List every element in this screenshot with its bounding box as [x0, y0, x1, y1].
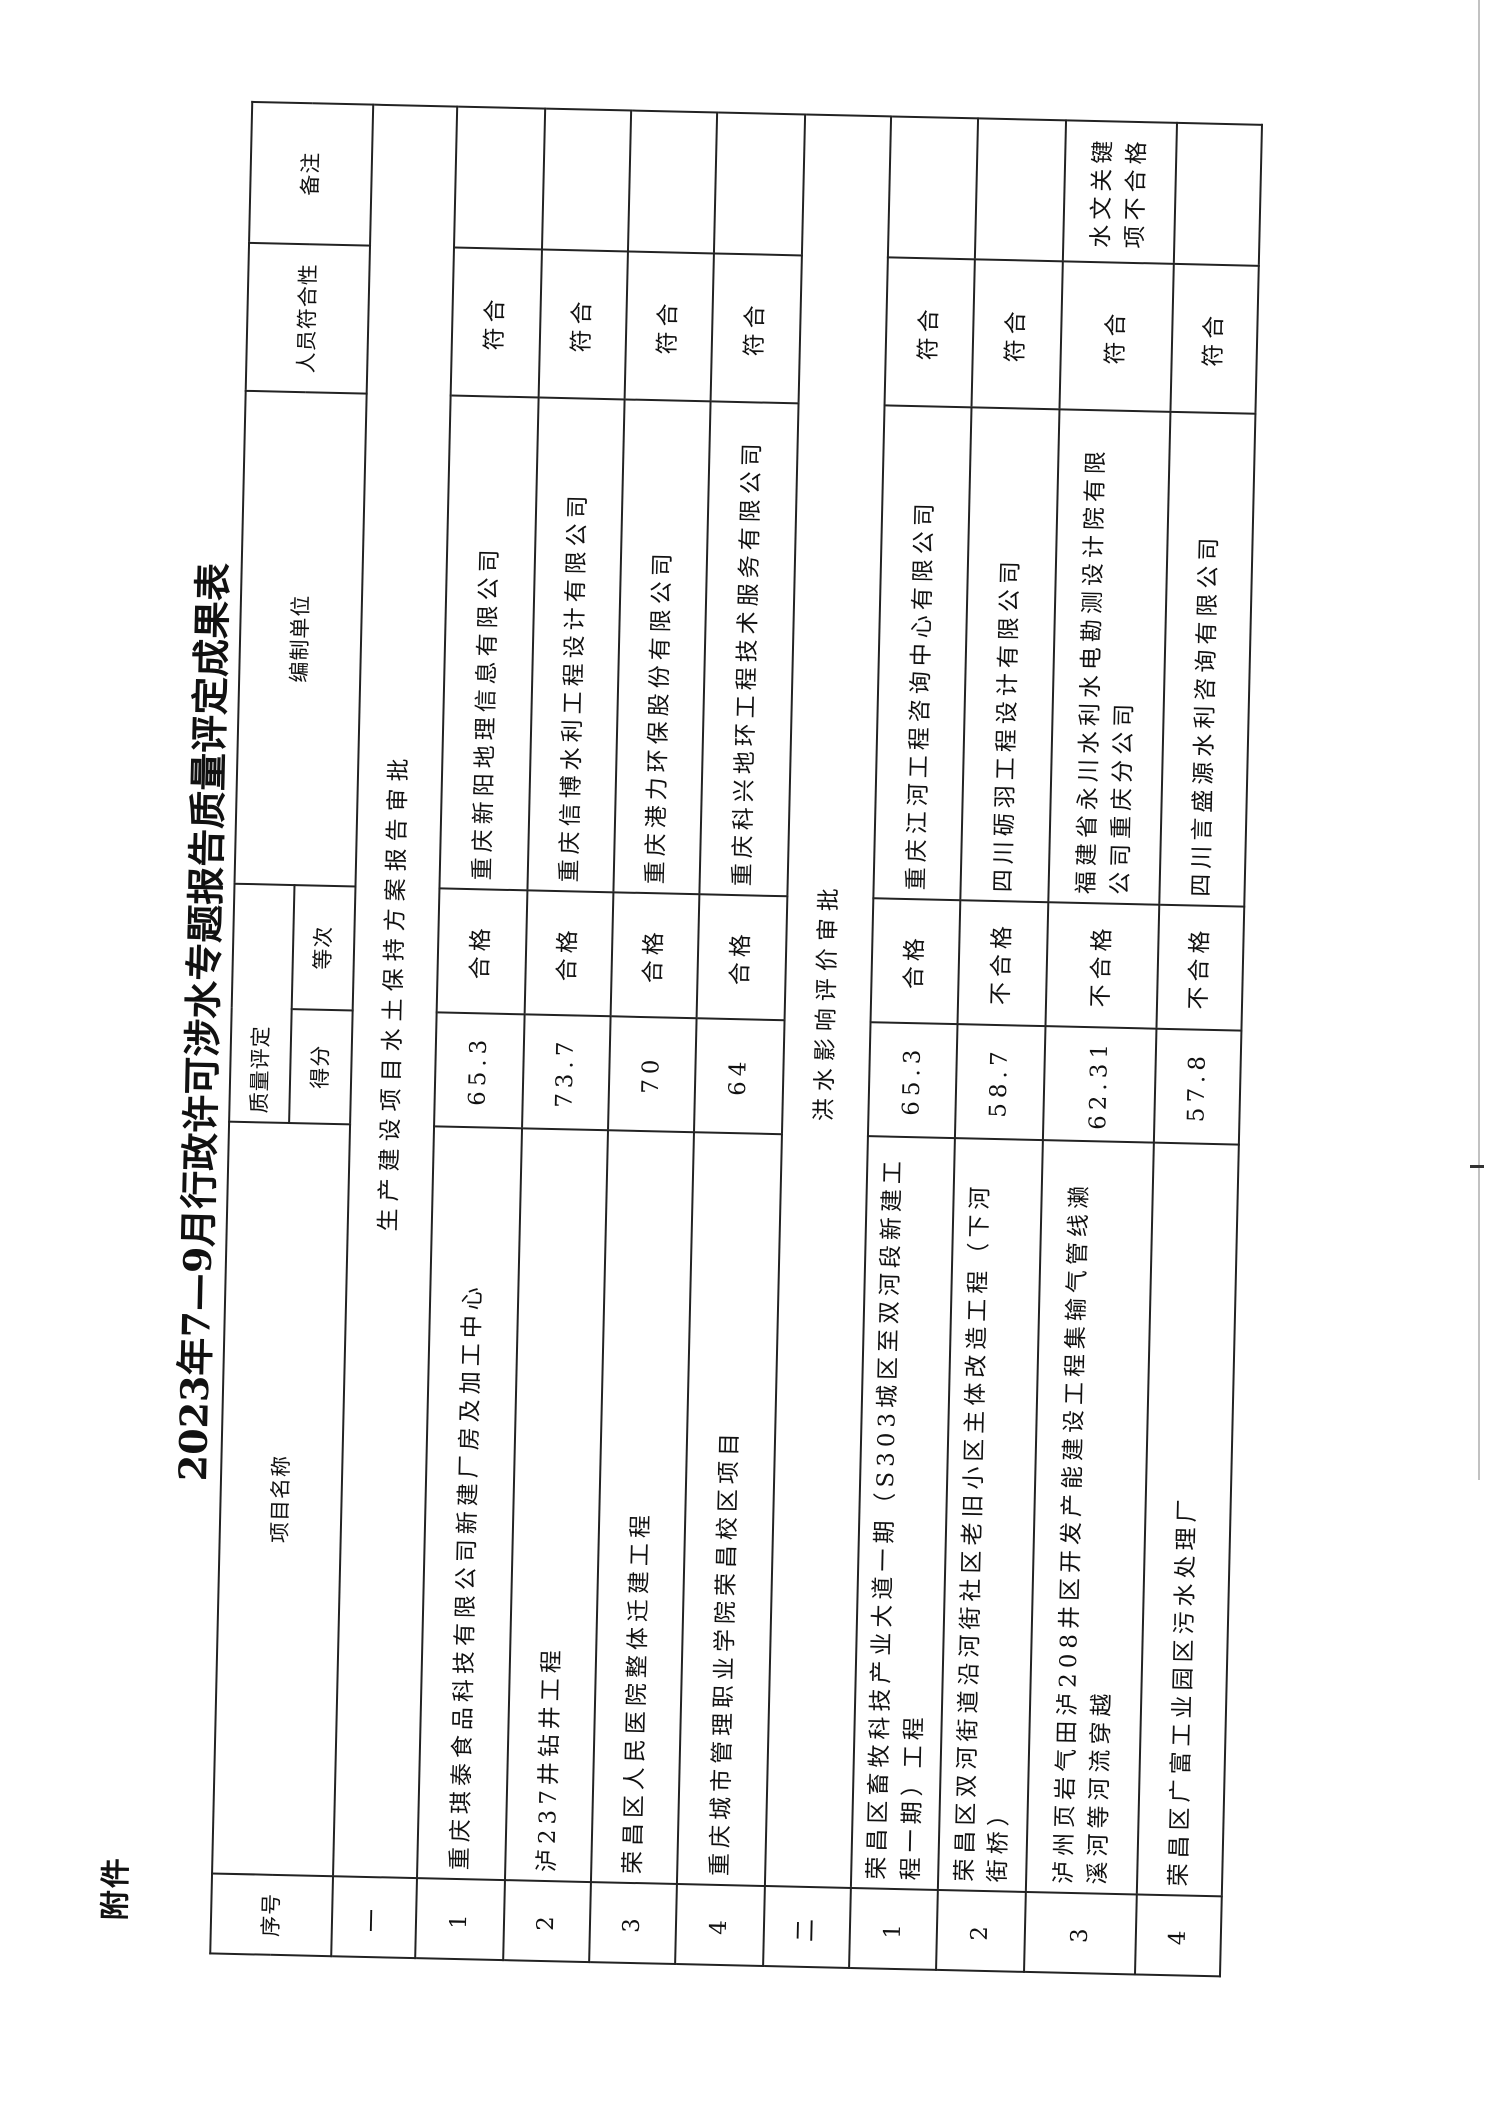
cell-unit: 四川砺羽工程设计有限公司: [960, 407, 1060, 903]
section-index: 一: [331, 1876, 417, 1959]
cell-grade: 不合格: [1045, 902, 1160, 1029]
cell-grade: 合格: [610, 892, 700, 1019]
cell-unit: 四川言盛源水利咨询有限公司: [1159, 411, 1256, 907]
cell-unit: 福建省永川水利水电勘测设计院有限 公司重庆分公司: [1048, 409, 1171, 905]
scan-edge-mark: [1470, 1165, 1484, 1168]
header-quality: 质量评定: [229, 883, 295, 1124]
cell-unit: 重庆港力环保股份有限公司: [613, 399, 711, 895]
section-index: 二: [763, 1886, 851, 1968]
cell-score: 64: [693, 1018, 785, 1135]
header-unit: 编制单位: [234, 390, 367, 887]
cell-staff: 符合: [710, 253, 802, 404]
annex-label: 附件: [97, 1855, 135, 1921]
cell-remark: [1173, 122, 1262, 266]
cell-index: 3: [589, 1882, 677, 1964]
cell-score: 65.3: [434, 1012, 525, 1129]
cell-grade: 合格: [870, 898, 961, 1025]
cell-staff: 符合: [971, 259, 1063, 410]
cell-project: 重庆城市管理职业学院荣昌校区项目: [676, 1132, 782, 1887]
cell-index: 4: [675, 1884, 765, 1966]
cell-project: 荣昌区畜牧科技产业大道一期（S303城区至双河段新建工 程一期）工程: [850, 1136, 955, 1890]
cell-grade: 不合格: [1156, 904, 1245, 1031]
quality-results-table: 序号 项目名称 质量评定 编制单位 人员符合性 备注 得分 等次 一生产建设项目…: [209, 101, 1263, 1977]
cell-remark: [974, 118, 1067, 262]
header-remark: 备注: [249, 101, 374, 246]
cell-project: 重庆琪泰食品科技有限公司新建厂房及加工中心: [416, 1126, 523, 1881]
header-grade: 等次: [291, 885, 356, 1011]
cell-staff: 符合: [624, 251, 714, 402]
cell-staff: 符合: [1170, 263, 1259, 414]
scan-edge-line: [1478, 0, 1480, 1480]
cell-index: 1: [849, 1887, 938, 1970]
cell-score: 70: [608, 1016, 697, 1133]
header-staff: 人员符合性: [245, 242, 371, 394]
cell-remark: 水文关键 项不合格: [1062, 120, 1178, 264]
cell-score: 73.7: [522, 1014, 611, 1131]
cell-grade: 合格: [696, 894, 788, 1021]
cell-staff: 符合: [538, 249, 628, 400]
cell-unit: 重庆信博水利工程设计有限公司: [527, 397, 625, 893]
cell-project: 荣昌区双河街道沿河街社区老旧小区主体改造工程（下河 街桥）: [937, 1138, 1043, 1892]
cell-index: 4: [1134, 1894, 1222, 1977]
cell-staff: 符合: [884, 257, 975, 408]
cell-project: 荣昌区广富工业园区污水处理厂: [1136, 1142, 1239, 1897]
cell-remark: [453, 106, 546, 250]
cell-remark: [541, 108, 632, 252]
header-score: 得分: [289, 1009, 353, 1125]
cell-grade: 不合格: [957, 900, 1049, 1027]
cell-unit: 重庆江河工程咨询中心有限公司: [873, 405, 972, 901]
cell-project: 泸州页岩气田泸208井区开发产能建设工程集输气管线濑 溪河等河流穿越: [1025, 1140, 1154, 1895]
cell-remark: [627, 110, 718, 254]
cell-index: 2: [503, 1880, 591, 1963]
cell-index: 1: [415, 1878, 505, 1961]
cell-remark: [713, 112, 806, 256]
cell-score: 57.8: [1153, 1028, 1242, 1145]
cell-remark: [887, 116, 979, 260]
header-index: 序号: [210, 1873, 334, 1957]
header-project: 项目名称: [212, 1121, 351, 1877]
cell-index: 3: [1024, 1891, 1137, 1975]
cell-staff: 符合: [1059, 261, 1174, 412]
cell-unit: 重庆科兴地环工程技术服务有限公司: [699, 401, 799, 897]
cell-grade: 合格: [436, 888, 528, 1015]
cell-index: 2: [936, 1889, 1026, 1972]
cell-staff: 符合: [450, 247, 542, 398]
cell-score: 65.3: [867, 1022, 958, 1139]
cell-grade: 合格: [524, 890, 614, 1017]
cell-unit: 重庆新阳地理信息有限公司: [439, 395, 539, 891]
cell-score: 62.31: [1042, 1026, 1157, 1143]
table-body: 一生产建设项目水土保持方案报告审批 1 重庆琪泰食品科技有限公司新建厂房及加工中心 6…: [331, 104, 1262, 1977]
cell-score: 58.7: [954, 1024, 1046, 1141]
